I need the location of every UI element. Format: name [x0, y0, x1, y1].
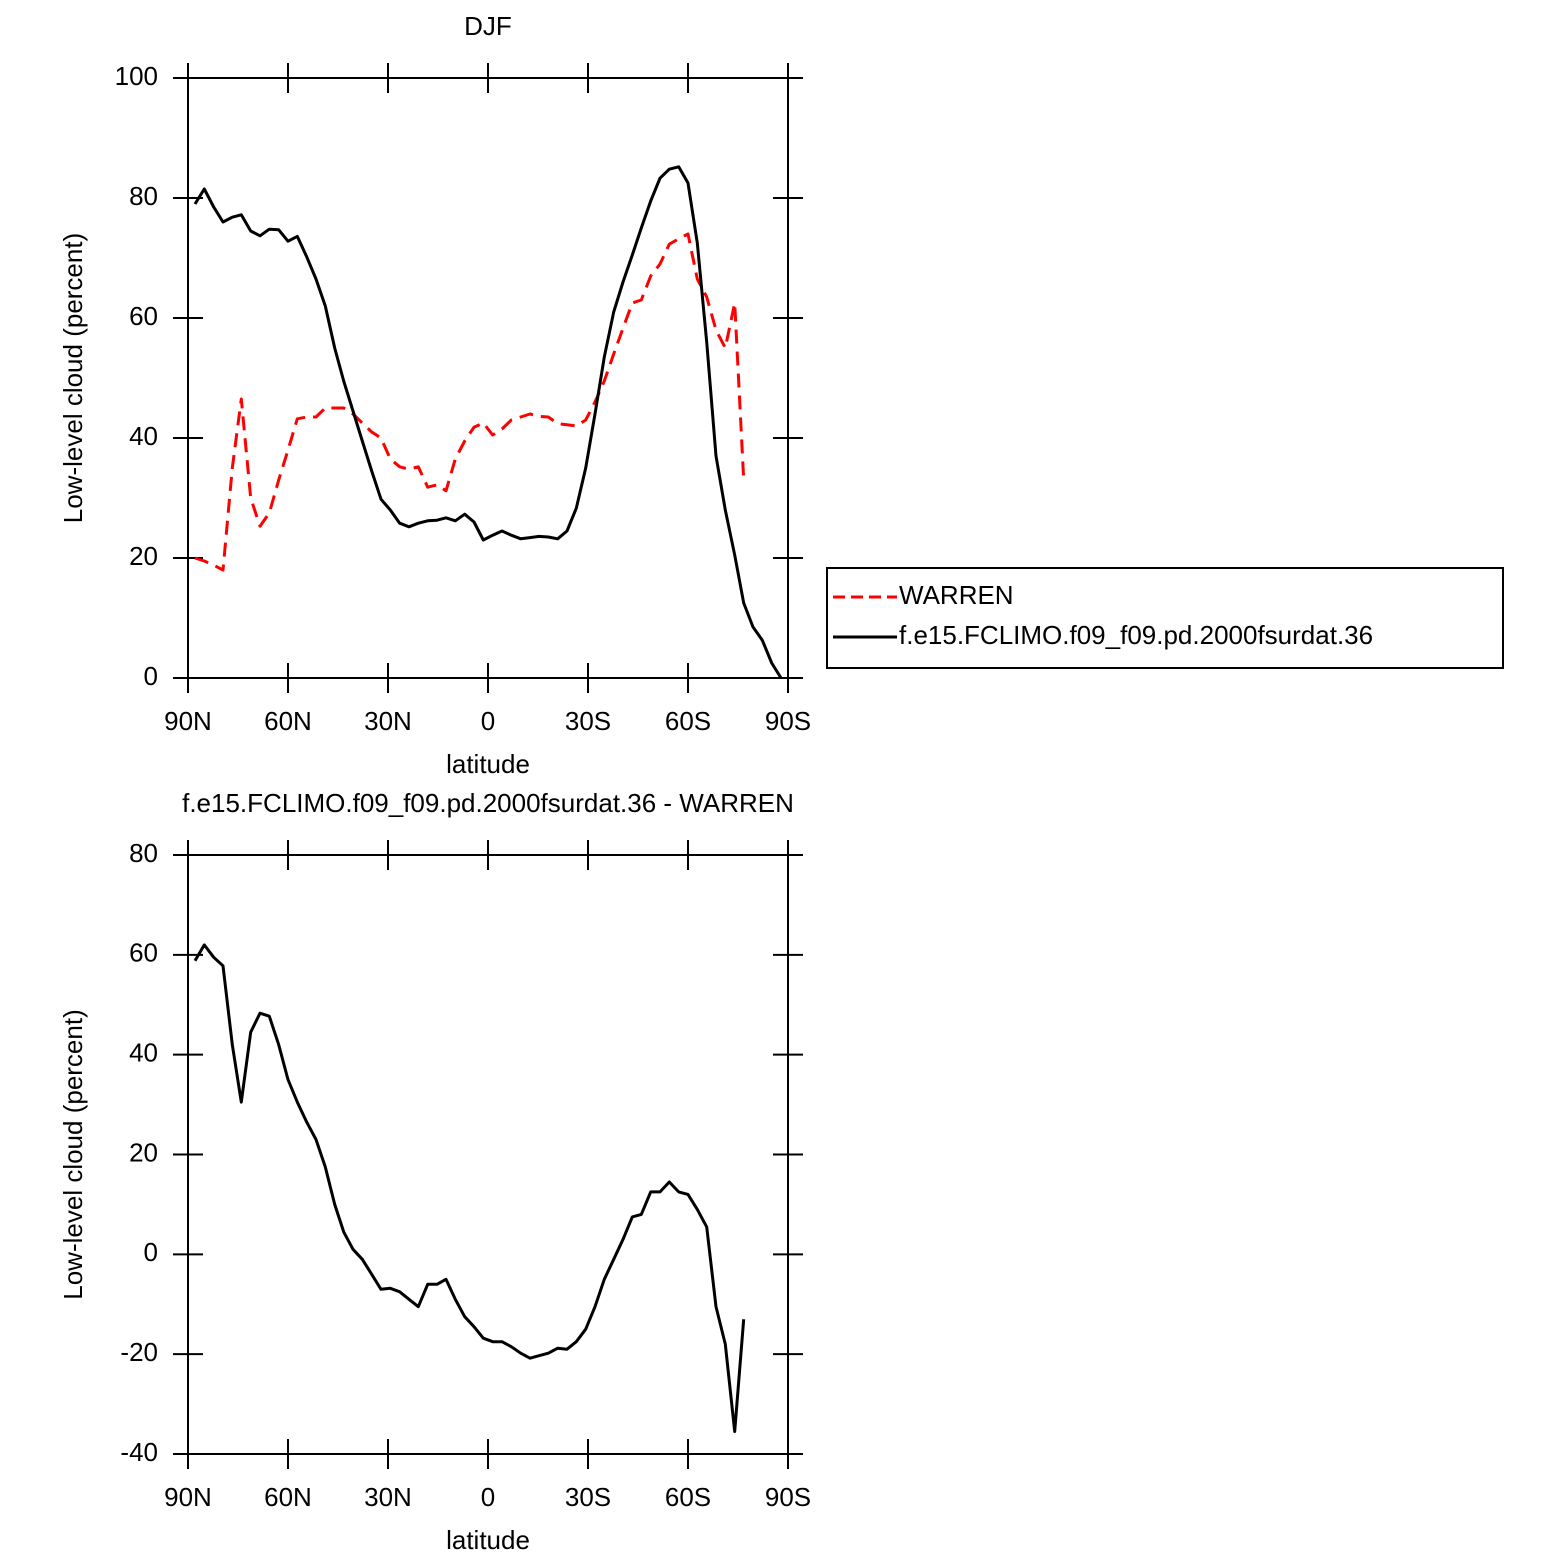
plot-frame	[187, 854, 789, 1455]
y-tick-label: 0	[144, 1237, 158, 1267]
y-tick-label: 100	[115, 61, 158, 91]
x-tick-label: 90N	[164, 706, 212, 736]
x-tick-label: 90N	[164, 1482, 212, 1512]
x-tick-label: 30S	[565, 706, 611, 736]
y-tick-label: -40	[120, 1437, 158, 1467]
x-tick-label: 60S	[665, 706, 711, 736]
x-tick-label: 30N	[364, 1482, 412, 1512]
y-axis-label: Low-level cloud (percent)	[58, 233, 88, 523]
y-tick-label: 20	[129, 1137, 158, 1167]
y-tick-label: 20	[129, 541, 158, 571]
legend-label: f.e15.FCLIMO.f09_f09.pd.2000fsurdat.36	[899, 620, 1373, 650]
x-tick-label: 60S	[665, 1482, 711, 1512]
y-axis-label: Low-level cloud (percent)	[58, 1009, 88, 1299]
y-tick-label: 0	[144, 661, 158, 691]
y-tick-label: 60	[129, 301, 158, 331]
chart-title: DJF	[464, 11, 512, 41]
x-tick-label: 90S	[765, 706, 811, 736]
x-tick-label: 60N	[264, 706, 312, 736]
y-tick-label: 80	[129, 181, 158, 211]
y-tick-label: 40	[129, 421, 158, 451]
legend-label: WARREN	[899, 580, 1014, 610]
y-tick-label: 60	[129, 938, 158, 968]
x-axis-label: latitude	[446, 749, 530, 779]
data-line	[194, 232, 746, 572]
y-tick-label: 80	[129, 838, 158, 868]
x-axis-label: latitude	[446, 1525, 530, 1555]
legend-box	[826, 567, 1504, 669]
chart-title: f.e15.FCLIMO.f09_f09.pd.2000fsurdat.36 -…	[182, 788, 794, 818]
x-tick-label: 0	[481, 706, 495, 736]
y-tick-label: 40	[129, 1038, 158, 1068]
y-tick-label: -20	[120, 1337, 158, 1367]
x-tick-label: 0	[481, 1482, 495, 1512]
x-tick-label: 90S	[765, 1482, 811, 1512]
x-tick-label: 60N	[264, 1482, 312, 1512]
x-tick-label: 30S	[565, 1482, 611, 1512]
x-tick-label: 30N	[364, 706, 412, 736]
data-line	[193, 943, 746, 1433]
plot-frame	[187, 77, 789, 679]
data-line	[193, 165, 783, 679]
